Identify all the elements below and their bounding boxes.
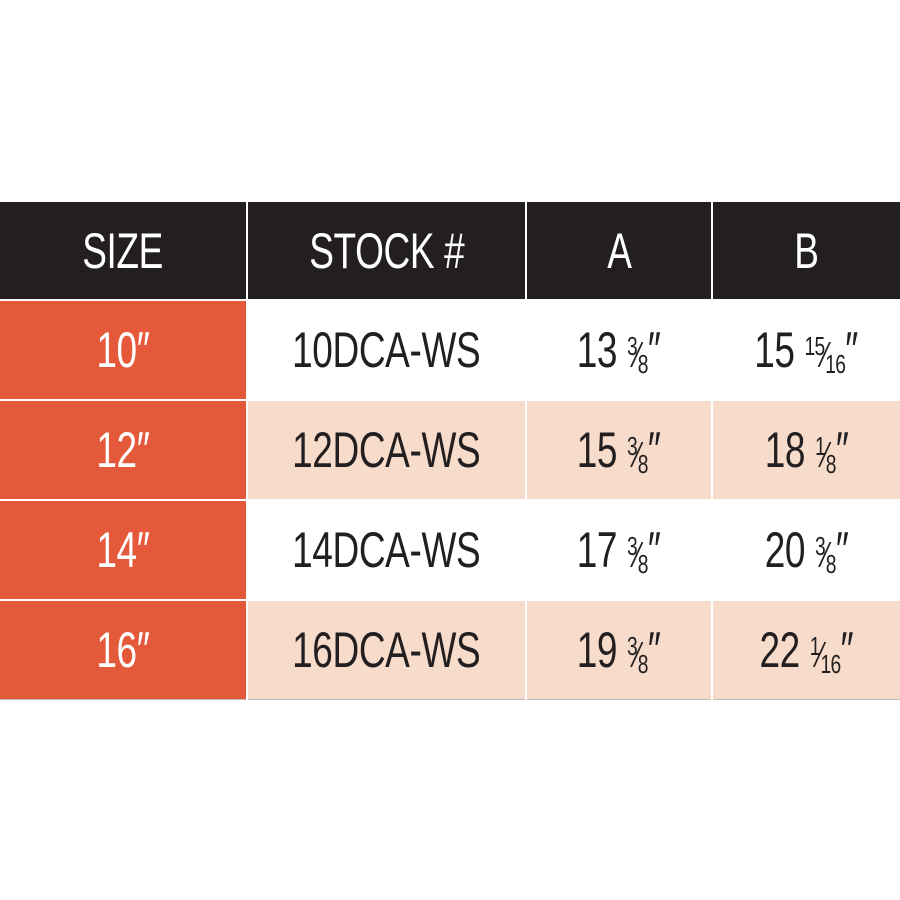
unit: ″ [648, 322, 661, 378]
denominator: 8 [638, 649, 649, 679]
fraction: 1⁄8 [814, 431, 837, 479]
whole: 19 [577, 622, 618, 678]
measurement: 15 15⁄16″ [755, 321, 859, 379]
header-label: STOCK # [308, 222, 465, 279]
size-cell: 12″ [0, 399, 247, 500]
measurement: 19 3⁄8″ [577, 621, 661, 679]
fraction: 3⁄8 [627, 431, 649, 479]
unit: ″ [840, 622, 854, 678]
denominator: 8 [825, 449, 837, 479]
size-cell: 16″ [0, 599, 247, 700]
size-value: 10″ [96, 322, 150, 378]
size-table: SIZE STOCK # A B 10″ 10DCA-WS 13 3⁄8″ 15… [0, 202, 900, 700]
a-cell: 15 3⁄8″ [525, 399, 712, 500]
unit: ″ [648, 522, 661, 578]
table-row: 12″ 12DCA-WS 15 3⁄8″ 18 1⁄8″ [0, 399, 900, 500]
denominator: 8 [638, 449, 649, 479]
stock-cell: 14DCA-WS [246, 499, 526, 600]
fraction: 15⁄16 [805, 331, 847, 379]
fraction: 3⁄8 [627, 631, 649, 679]
table-row: 14″ 14DCA-WS 17 3⁄8″ 20 3⁄8″ [0, 499, 900, 600]
stock-cell: 16DCA-WS [246, 599, 526, 700]
a-cell: 19 3⁄8″ [525, 599, 712, 700]
fraction: 3⁄8 [627, 331, 649, 379]
numerator: 3 [627, 431, 638, 461]
unit: ″ [845, 322, 859, 378]
measurement: 22 1⁄16″ [760, 621, 854, 679]
numerator: 1 [814, 431, 826, 461]
stock-value: 14DCA-WS [292, 522, 481, 578]
fraction: 3⁄8 [814, 531, 837, 579]
unit: ″ [835, 522, 849, 578]
numerator: 1 [809, 631, 821, 661]
stock-cell: 10DCA-WS [246, 299, 526, 400]
a-cell: 17 3⁄8″ [525, 499, 712, 600]
whole: 17 [577, 522, 618, 578]
b-cell: 22 1⁄16″ [711, 599, 900, 700]
stock-cell: 12DCA-WS [246, 399, 526, 500]
size-cell: 10″ [0, 299, 247, 400]
numerator: 3 [627, 631, 638, 661]
stock-value: 16DCA-WS [292, 622, 481, 678]
measurement: 13 3⁄8″ [577, 321, 661, 379]
numerator: 15 [805, 331, 826, 361]
denominator: 8 [638, 349, 649, 379]
whole: 13 [577, 322, 618, 378]
header-a: A [525, 202, 712, 300]
fraction: 1⁄16 [809, 631, 842, 679]
header-row: SIZE STOCK # A B [0, 202, 900, 300]
b-cell: 18 1⁄8″ [711, 399, 900, 500]
stock-value: 10DCA-WS [292, 322, 481, 378]
numerator: 3 [814, 531, 826, 561]
size-cell: 14″ [0, 499, 247, 600]
denominator: 16 [820, 649, 842, 679]
denominator: 16 [825, 349, 847, 379]
whole: 18 [764, 422, 806, 478]
header-label: A [606, 222, 632, 279]
table-row: 16″ 16DCA-WS 19 3⁄8″ 22 1⁄16″ [0, 599, 900, 700]
measurement: 15 3⁄8″ [577, 421, 661, 479]
table-row: 10″ 10DCA-WS 13 3⁄8″ 15 15⁄16″ [0, 299, 900, 400]
denominator: 8 [638, 549, 649, 579]
b-cell: 15 15⁄16″ [711, 299, 900, 400]
header-size: SIZE [0, 202, 247, 300]
size-value: 16″ [96, 622, 150, 678]
size-value: 12″ [96, 422, 150, 478]
b-cell: 20 3⁄8″ [711, 499, 900, 600]
stock-value: 12DCA-WS [292, 422, 481, 478]
whole: 20 [764, 522, 806, 578]
header-label: B [794, 222, 819, 279]
measurement: 18 1⁄8″ [765, 421, 849, 479]
unit: ″ [648, 622, 661, 678]
a-cell: 13 3⁄8″ [525, 299, 712, 400]
whole: 22 [759, 622, 801, 678]
unit: ″ [648, 422, 661, 478]
numerator: 3 [627, 331, 638, 361]
whole: 15 [754, 322, 796, 378]
header-b: B [711, 202, 900, 300]
fraction: 3⁄8 [627, 531, 649, 579]
header-stock: STOCK # [246, 202, 526, 300]
measurement: 20 3⁄8″ [765, 521, 849, 579]
measurement: 17 3⁄8″ [577, 521, 661, 579]
whole: 15 [577, 422, 618, 478]
denominator: 8 [825, 549, 837, 579]
unit: ″ [835, 422, 849, 478]
size-value: 14″ [96, 522, 150, 578]
numerator: 3 [627, 531, 638, 561]
header-label: SIZE [82, 222, 164, 279]
